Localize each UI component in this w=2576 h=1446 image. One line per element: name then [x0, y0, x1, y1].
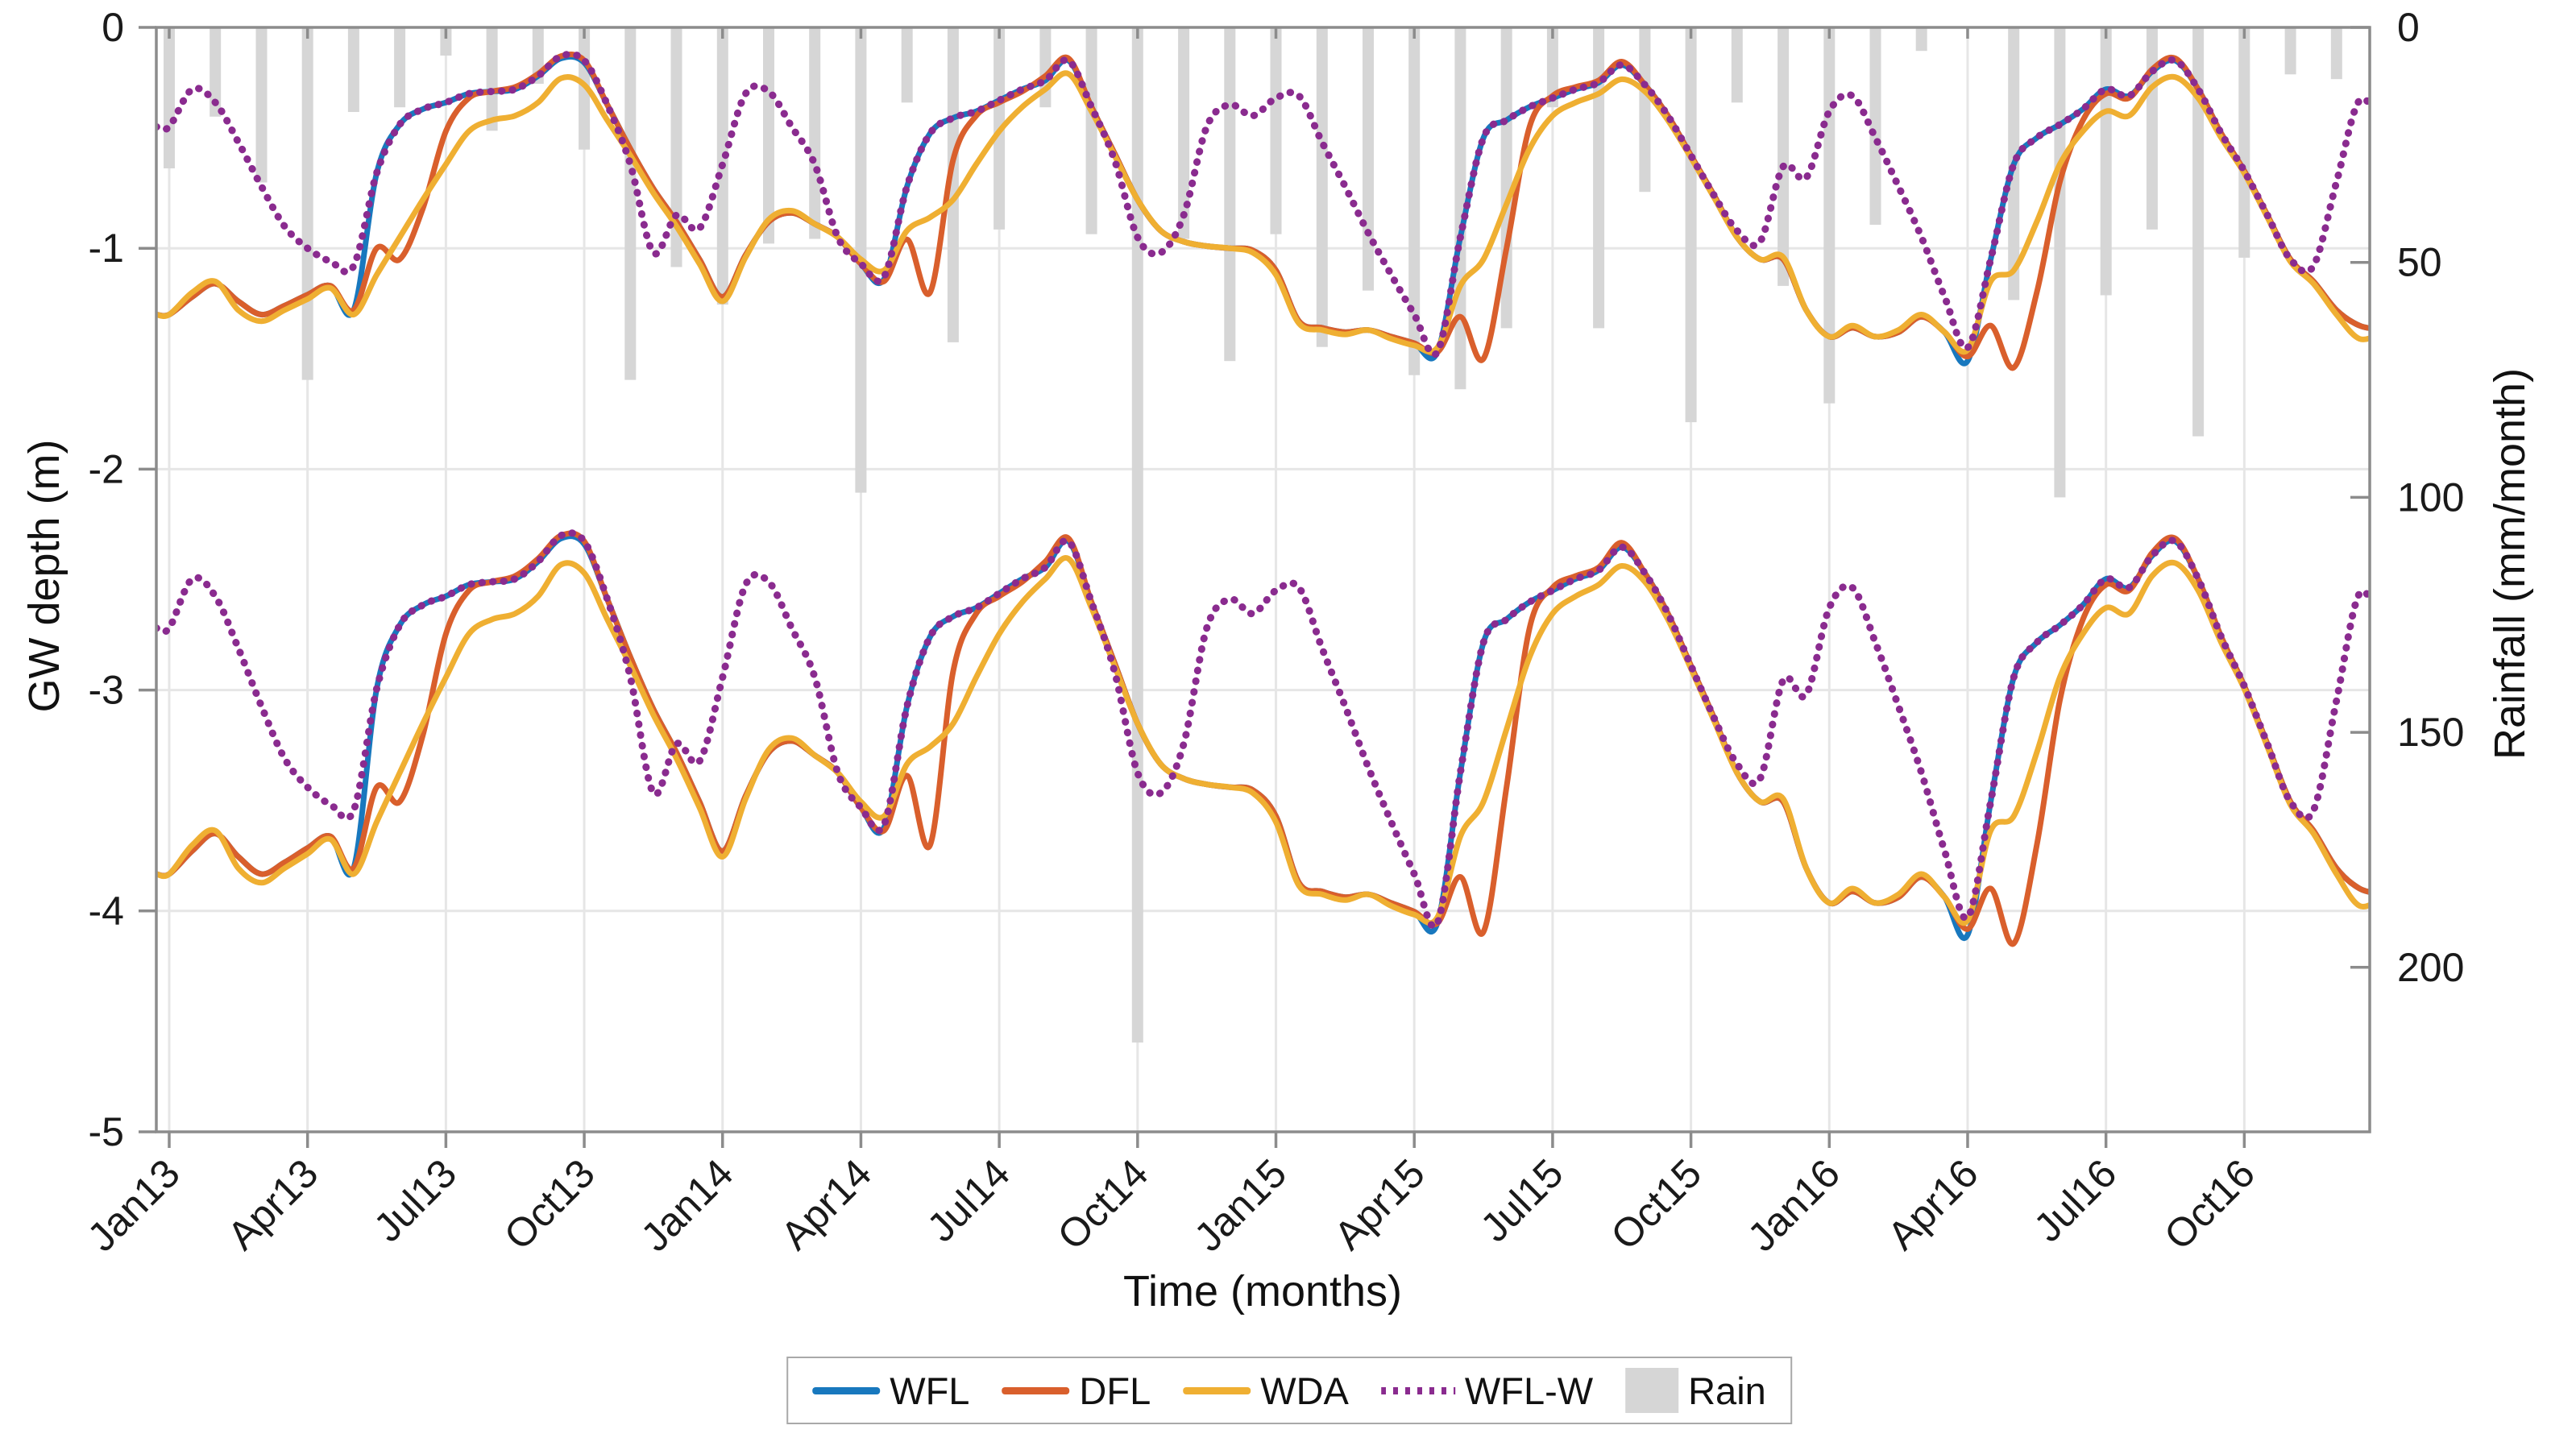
x-tick-label-jan16: Jan16	[1739, 1150, 1848, 1260]
x-tick-label-apr14: Apr14	[772, 1150, 880, 1258]
legend-swatch-line	[1183, 1386, 1251, 1394]
right-tick-label: 150	[2397, 710, 2464, 755]
x-tick-label-jul15: Jul15	[1472, 1150, 1572, 1250]
legend-item-wfl-w: WFL-W	[1380, 1369, 1594, 1413]
left-tick-label: -1	[89, 226, 124, 271]
legend-swatch-patch	[1625, 1368, 1679, 1413]
legend-label: WFL	[890, 1369, 970, 1412]
series-wda-lower	[156, 555, 2370, 926]
x-tick-label-apr15: Apr15	[1325, 1150, 1433, 1258]
legend-label: Rain	[1688, 1369, 1766, 1412]
legend-swatch-line	[1002, 1386, 1070, 1394]
legend-label: DFL	[1079, 1369, 1151, 1412]
axes-box-and-ticks	[139, 26, 2371, 1148]
series-wda-upper	[156, 70, 2370, 355]
rain-bars	[164, 28, 2342, 1043]
x-tick-label-jul14: Jul14	[919, 1150, 1018, 1250]
legend-item-rain: Rain	[1625, 1368, 1766, 1413]
x-tick-label-jan13: Jan13	[79, 1150, 189, 1260]
x-tick-label-apr16: Apr16	[1879, 1150, 1987, 1258]
x-tick-label-jan14: Jan14	[633, 1150, 742, 1260]
left-y-axis-label: GW depth (m)	[20, 439, 68, 713]
left-tick-label: 0	[102, 5, 124, 50]
x-tick-label-oct14: Oct14	[1049, 1150, 1157, 1258]
x-tick-label-oct15: Oct15	[1602, 1150, 1710, 1258]
right-tick-label: 50	[2397, 240, 2442, 285]
right-y-axis-label: Rainfall (mm/month)	[2486, 367, 2534, 760]
right-tick-label: 100	[2397, 474, 2464, 520]
series-wfl-w-lower	[156, 529, 2370, 930]
legend-label: WDA	[1260, 1369, 1349, 1412]
legend-box: WFL DFL WDA WFL-W Rain	[786, 1357, 1792, 1424]
left-tick-label: -2	[89, 446, 124, 491]
legend-swatch-dotted	[1380, 1386, 1455, 1394]
right-tick-label: 200	[2397, 945, 2464, 990]
right-tick-label: 0	[2397, 5, 2420, 50]
x-tick-label-apr13: Apr13	[219, 1150, 327, 1258]
left-tick-label: -4	[89, 889, 124, 934]
x-axis-label: Time (months)	[1122, 1267, 1403, 1315]
gw-depth-curves	[156, 50, 2370, 947]
x-tick-label-jul16: Jul16	[2025, 1150, 2125, 1250]
legend-item-wfl: WFL	[812, 1369, 969, 1413]
legend-swatch-line	[812, 1386, 881, 1394]
legend-label: WFL-W	[1464, 1369, 1594, 1412]
x-tick-label-oct16: Oct16	[2155, 1150, 2263, 1258]
legend-item-wda: WDA	[1183, 1369, 1349, 1413]
x-tick-label-jan15: Jan15	[1185, 1150, 1295, 1260]
series-dfl-lower	[156, 530, 2370, 947]
left-tick-label: -3	[89, 668, 124, 713]
legend-item-dfl: DFL	[1002, 1369, 1151, 1413]
left-tick-label: -5	[89, 1109, 124, 1154]
x-tick-label-jul13: Jul13	[365, 1150, 465, 1250]
x-tick-label-oct13: Oct13	[496, 1150, 604, 1258]
